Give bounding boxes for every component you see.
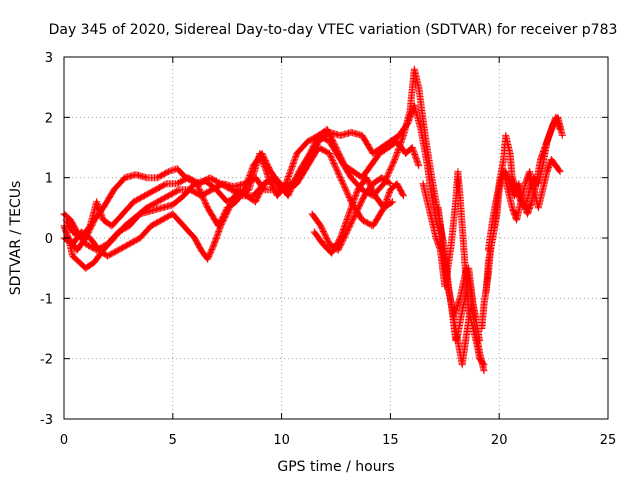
x-tick-label: 5 [169,433,177,448]
series-track-b [60,65,484,345]
x-tick-label: 10 [273,433,290,448]
data-marker [434,204,479,345]
axis-ticks: 0 5 10 15 20 25 -3 -2 -1 0 1 2 3 [40,51,616,448]
y-tick-label: -2 [40,353,53,368]
chart-title: Day 345 of 2020, Sidereal Day-to-day VTE… [49,22,618,38]
x-tick-label: 15 [382,433,399,448]
x-tick-label: 25 [600,433,617,448]
y-tick-label: 3 [45,51,53,66]
data-marker [484,113,566,254]
data-points [60,65,566,375]
grid [64,57,608,419]
data-marker [310,174,397,257]
y-tick-label: 2 [45,111,53,126]
data-marker [308,174,394,254]
y-tick-label: 1 [45,172,53,187]
series-track-f [308,174,394,254]
y-tick-label: -1 [40,292,53,307]
data-marker [60,65,484,345]
y-tick-label: -3 [40,413,53,428]
series-track-g [310,174,397,257]
series-track-i [434,204,479,345]
y-tick-label: 0 [45,232,53,247]
x-axis-label: GPS time / hours [277,459,394,475]
x-tick-label: 20 [491,433,508,448]
x-tick-label: 0 [60,433,68,448]
y-axis-label: SDTVAR / TECUs [8,181,24,296]
series-track-l [484,113,566,254]
